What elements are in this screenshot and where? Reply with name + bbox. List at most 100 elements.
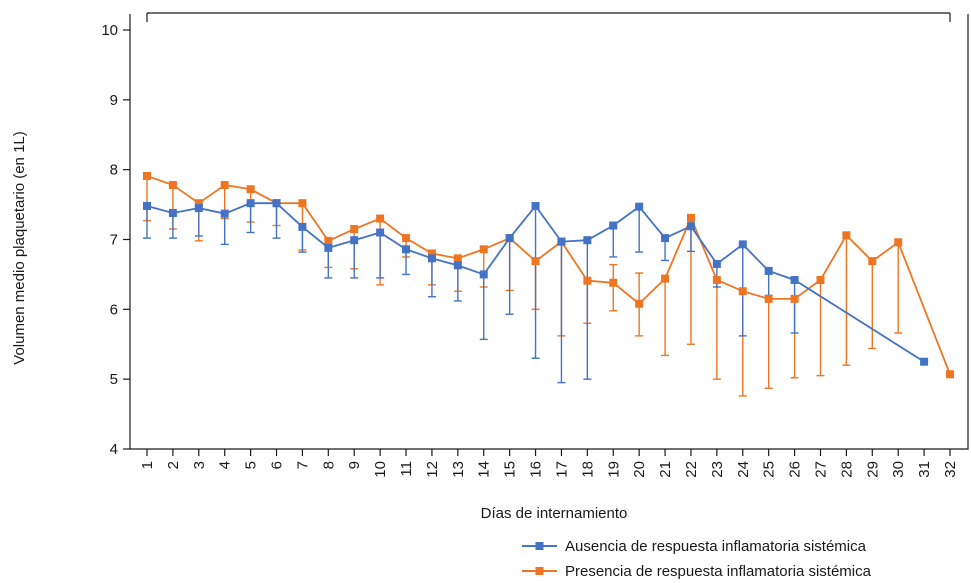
data-point-marker: [324, 243, 333, 252]
y-tick-label: 5: [110, 371, 118, 388]
data-point-marker: [790, 276, 799, 285]
legend-swatch-marker-presencia: [535, 567, 544, 575]
x-tick-label: 31: [916, 461, 933, 478]
data-point-marker: [272, 199, 281, 208]
data-point-marker: [194, 199, 203, 208]
data-point-marker: [894, 238, 903, 247]
data-point-marker: [531, 257, 540, 266]
data-point-marker: [376, 228, 385, 237]
axes: [129, 12, 969, 450]
data-point-marker: [583, 236, 592, 245]
data-point-marker: [583, 276, 592, 285]
x-axis-ticks: 1 2 3 4 5 6 7 8 9 10 11 12 13 14 15 16 17 18 19 20 21 22 23 24 2…: [139, 449, 959, 478]
data-point-marker: [946, 370, 954, 379]
legend-item-presencia: Presencia de respuesta inflamatoria sist…: [522, 563, 872, 580]
legend-item-ausencia: Ausencia de respuesta inflamatoria sisté…: [522, 538, 867, 555]
x-tick-label: 18: [579, 461, 596, 478]
x-tick-label: 32: [942, 461, 959, 478]
y-tick-label: 6: [110, 301, 118, 318]
data-point-marker: [298, 222, 307, 231]
data-point-marker: [712, 259, 721, 268]
x-tick-label: 30: [890, 461, 907, 478]
y-tick-label: 9: [110, 92, 118, 109]
data-point-marker: [350, 236, 359, 245]
x-tick-label: 7: [294, 461, 311, 469]
x-tick-label: 19: [605, 461, 622, 478]
data-point-marker: [479, 270, 488, 279]
data-point-marker: [298, 199, 307, 208]
x-tick-label: 23: [709, 461, 726, 478]
x-tick-label: 4: [217, 461, 234, 469]
data-point-marker: [324, 236, 333, 245]
data-point-marker: [220, 181, 229, 190]
series-markers: [143, 171, 954, 379]
data-point-marker: [168, 181, 177, 190]
data-point-marker: [635, 202, 644, 211]
x-tick-label: 24: [735, 461, 752, 478]
data-point-marker: [453, 261, 462, 270]
data-point-marker: [143, 171, 151, 180]
data-point-marker: [168, 208, 177, 217]
data-point-marker: [738, 240, 747, 249]
data-point-marker: [661, 274, 670, 283]
data-point-marker: [143, 201, 151, 210]
data-point-marker: [557, 237, 566, 246]
x-tick-label: 6: [269, 461, 286, 469]
data-point-marker: [505, 234, 514, 243]
y-tick-label: 4: [110, 441, 118, 458]
series-line-1: [146, 175, 951, 375]
data-point-marker: [531, 201, 540, 210]
plot-frame: [129, 14, 969, 450]
data-point-marker: [764, 294, 773, 303]
data-point-marker: [764, 266, 773, 275]
x-tick-label: 21: [657, 461, 674, 478]
data-point-marker: [790, 294, 799, 303]
x-tick-label: 26: [787, 461, 804, 478]
x-tick-label: 3: [191, 461, 208, 469]
x-tick-label: 22: [683, 461, 700, 478]
data-point-marker: [350, 225, 359, 234]
y-axis-ticks: 4 5 6 7 8 9 10: [101, 22, 130, 458]
y-tick-label: 8: [110, 162, 118, 179]
data-point-marker: [402, 234, 411, 243]
data-point-marker: [427, 249, 436, 258]
x-tick-label: 28: [838, 461, 855, 478]
data-point-marker: [738, 287, 747, 296]
x-axis-title: Días de internamiento: [481, 505, 628, 522]
data-point-marker: [920, 357, 929, 366]
data-point-marker: [816, 276, 825, 285]
legend-label-presencia: Presencia de respuesta inflamatoria sist…: [565, 563, 872, 580]
data-point-marker: [661, 234, 670, 243]
x-tick-label: 5: [243, 461, 260, 469]
x-tick-label: 14: [476, 461, 493, 478]
data-point-marker: [194, 204, 203, 213]
data-point-marker: [686, 213, 695, 222]
x-tick-label: 8: [320, 461, 337, 469]
data-point-marker: [453, 254, 462, 263]
x-tick-label: 1: [139, 461, 156, 469]
data-point-marker: [220, 209, 229, 218]
data-point-marker: [635, 299, 644, 308]
x-tick-label: 12: [424, 461, 441, 478]
x-tick-label: 2: [165, 461, 182, 469]
x-tick-label: 15: [502, 461, 519, 478]
data-point-marker: [609, 221, 618, 230]
x-tick-label: 27: [812, 461, 829, 478]
legend: Ausencia de respuesta inflamatoria sisté…: [522, 538, 872, 580]
x-tick-label: 16: [528, 461, 545, 478]
data-point-marker: [868, 257, 877, 266]
data-point-marker: [479, 245, 488, 254]
data-point-marker: [402, 245, 411, 254]
data-point-marker: [842, 231, 851, 240]
x-tick-label: 9: [346, 461, 363, 469]
x-tick-label: 29: [864, 461, 881, 478]
y-tick-label: 10: [101, 22, 118, 39]
data-point-marker: [712, 276, 721, 285]
data-point-marker: [427, 254, 436, 263]
data-point-marker: [686, 222, 695, 231]
legend-label-ausencia: Ausencia de respuesta inflamatoria sisté…: [565, 538, 867, 555]
y-axis-title: Volumen medio plaquetario (en 1L): [11, 131, 28, 364]
data-point-marker: [246, 199, 255, 208]
x-tick-label: 25: [761, 461, 778, 478]
